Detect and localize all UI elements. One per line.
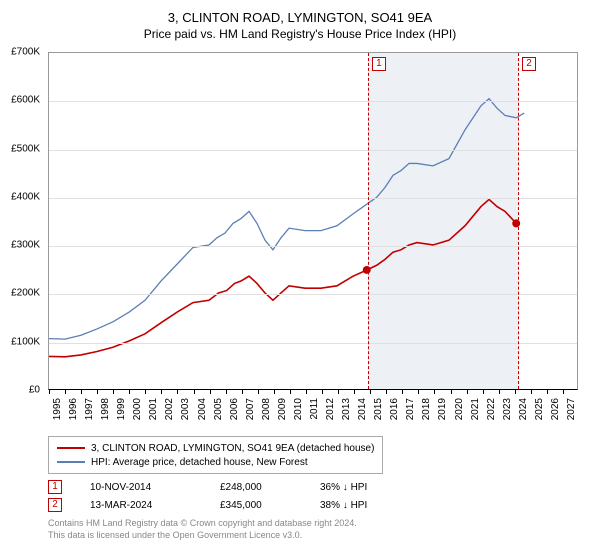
- x-tick-label: 2014: [357, 398, 368, 420]
- y-tick-label: £400K: [11, 191, 40, 202]
- sale-hpi-diff: 38% ↓ HPI: [320, 500, 420, 511]
- x-tick-label: 2016: [389, 398, 400, 420]
- vline-marker-2: 2: [522, 57, 536, 71]
- x-tick-label: 2010: [293, 398, 304, 420]
- sale-hpi-diff: 36% ↓ HPI: [320, 482, 420, 493]
- series-marker: [512, 219, 520, 227]
- x-tick-label: 2018: [421, 398, 432, 420]
- y-axis-labels: £0£100K£200K£300K£400K£500K£600K£700K: [0, 52, 44, 390]
- y-tick-label: £300K: [11, 240, 40, 251]
- gridline-h: [49, 101, 577, 102]
- x-tick-label: 1998: [100, 398, 111, 420]
- x-tick-label: 1996: [68, 398, 79, 420]
- sale-price: £345,000: [220, 500, 320, 511]
- legend-label: HPI: Average price, detached house, New …: [91, 457, 308, 468]
- x-tick-label: 2008: [261, 398, 272, 420]
- x-tick-label: 1997: [84, 398, 95, 420]
- gridline-h: [49, 150, 577, 151]
- x-tick-label: 1995: [52, 398, 63, 420]
- x-tick-label: 2023: [502, 398, 513, 420]
- series-marker: [363, 266, 371, 274]
- legend-row: 3, CLINTON ROAD, LYMINGTON, SO41 9EA (de…: [57, 441, 374, 455]
- legend-label: 3, CLINTON ROAD, LYMINGTON, SO41 9EA (de…: [91, 443, 374, 454]
- x-tick-label: 2021: [470, 398, 481, 420]
- vline-marker-1: 1: [372, 57, 386, 71]
- x-tick-label: 2013: [341, 398, 352, 420]
- x-tick-label: 2026: [550, 398, 561, 420]
- sale-row: 2 13-MAR-2024£345,00038% ↓ HPI: [48, 496, 578, 514]
- x-tick-label: 2003: [180, 398, 191, 420]
- vline: [518, 53, 519, 389]
- x-tick-label: 2005: [213, 398, 224, 420]
- sale-marker: 1: [48, 480, 62, 494]
- sale-rows: 1 10-NOV-2014£248,00036% ↓ HPI 2 13-MAR-202…: [48, 478, 578, 514]
- x-tick-label: 2022: [486, 398, 497, 420]
- x-tick-label: 2027: [566, 398, 577, 420]
- chart-subtitle: Price paid vs. HM Land Registry's House …: [0, 27, 600, 41]
- x-tick-label: 2017: [405, 398, 416, 420]
- x-tick-label: 2024: [518, 398, 529, 420]
- y-tick-label: £500K: [11, 143, 40, 154]
- x-tick-label: 2009: [277, 398, 288, 420]
- legend-row: HPI: Average price, detached house, New …: [57, 455, 374, 469]
- attribution-line-2: This data is licensed under the Open Gov…: [48, 530, 578, 542]
- x-tick-label: 2011: [309, 398, 320, 420]
- x-tick-label: 2020: [454, 398, 465, 420]
- gridline-h: [49, 198, 577, 199]
- x-tick-label: 2002: [164, 398, 175, 420]
- x-tick-label: 2006: [229, 398, 240, 420]
- y-tick-label: £0: [29, 385, 40, 396]
- x-tick-label: 2000: [132, 398, 143, 420]
- y-tick-label: £600K: [11, 95, 40, 106]
- legend-swatch: [57, 461, 85, 463]
- x-tick-label: 2012: [325, 398, 336, 420]
- x-tick-label: 2001: [148, 398, 159, 420]
- x-tick-label: 1999: [116, 398, 127, 420]
- x-tick-label: 2004: [197, 398, 208, 420]
- series-property: [49, 199, 516, 356]
- x-tick-label: 2007: [245, 398, 256, 420]
- attribution-line-1: Contains HM Land Registry data © Crown c…: [48, 518, 578, 530]
- y-tick-label: £100K: [11, 336, 40, 347]
- sale-row: 1 10-NOV-2014£248,00036% ↓ HPI: [48, 478, 578, 496]
- sale-marker: 2: [48, 498, 62, 512]
- series-hpi: [49, 99, 524, 339]
- chart-title: 3, CLINTON ROAD, LYMINGTON, SO41 9EA: [0, 10, 600, 25]
- gridline-h: [49, 246, 577, 247]
- gridline-h: [49, 343, 577, 344]
- y-tick-label: £700K: [11, 47, 40, 58]
- sale-price: £248,000: [220, 482, 320, 493]
- sale-date: 13-MAR-2024: [90, 500, 220, 511]
- chart-series-svg: [49, 53, 577, 389]
- y-tick-label: £200K: [11, 288, 40, 299]
- legend-box: 3, CLINTON ROAD, LYMINGTON, SO41 9EA (de…: [48, 436, 383, 474]
- legend-swatch: [57, 447, 85, 449]
- x-tick-label: 2015: [373, 398, 384, 420]
- title-block: 3, CLINTON ROAD, LYMINGTON, SO41 9EA Pri…: [0, 0, 600, 41]
- x-tick-label: 2019: [437, 398, 448, 420]
- chart-plot-area: 12: [48, 52, 578, 390]
- x-tick-label: 2025: [534, 398, 545, 420]
- vline: [368, 53, 369, 389]
- sale-date: 10-NOV-2014: [90, 482, 220, 493]
- gridline-h: [49, 294, 577, 295]
- attribution: Contains HM Land Registry data © Crown c…: [48, 518, 578, 541]
